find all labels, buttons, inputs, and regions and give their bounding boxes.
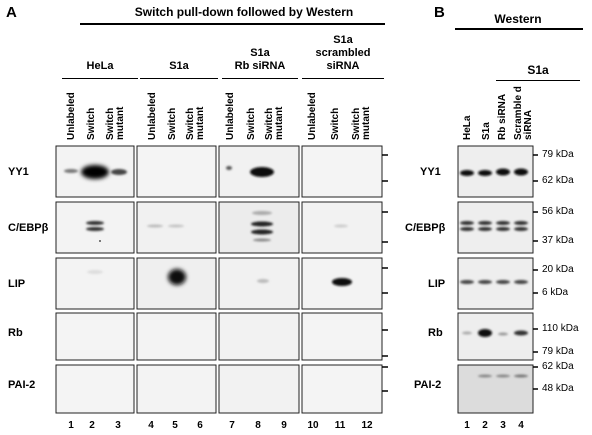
band-cebp-lane2-b (86, 227, 104, 231)
row-label-b-rb: Rb (428, 327, 443, 339)
mw-rb-lower: 79 kDa (542, 346, 574, 357)
group-label-s1a: S1a (169, 60, 189, 72)
group-label-s1a-scrambled-sirna: S1a scrambled siRNA (315, 34, 371, 72)
blot-yy1-s1a-scr (301, 145, 383, 198)
group-rule-hela (62, 78, 138, 79)
row-label-b-pai2: PAI-2 (414, 379, 442, 391)
lane-number-11: 11 (334, 420, 346, 431)
header-b: Western (494, 12, 542, 26)
band-lip-lane5 (168, 269, 186, 285)
header-a: Switch pull-down followed by Western (134, 5, 354, 19)
group-rule-s1a-rb-sirna (222, 78, 298, 79)
group-label-b-s1a: S1a (527, 63, 549, 77)
lane-number-b-4: 4 (518, 420, 524, 431)
lane-number-5: 5 (172, 420, 178, 431)
mw-rb-upper: 110 kDa (542, 323, 579, 334)
group-rule-s1a-scrambled-sirna (302, 78, 384, 79)
blot-row-yy1 (55, 145, 383, 198)
band-cebp-lane8-a (251, 221, 273, 227)
row-label-rb: Rb (8, 327, 23, 339)
band-cebp-lane2-a (86, 221, 104, 225)
lane-number-12: 12 (361, 420, 373, 431)
mw-lip-upper: 20 kDa (542, 264, 574, 275)
lane-number-b-3: 3 (500, 420, 506, 431)
lane-number-2: 2 (89, 420, 95, 431)
spot-yy1-lane7 (226, 166, 232, 170)
panel-letter-b: B (434, 4, 445, 21)
band-cebp-lane8-b (251, 229, 273, 235)
lane-number-10: 10 (307, 420, 319, 431)
mw-pai2-lower: 48 kDa (542, 383, 574, 394)
row-label-cebpb: C/EBPβ (8, 222, 49, 234)
mw-yy1-lower: 62 kDa (542, 175, 574, 186)
lane-number-b-2: 2 (482, 420, 488, 431)
blot-yy1-s1a (136, 145, 217, 198)
lane-number-9: 9 (281, 420, 287, 431)
row-label-b-yy1: YY1 (420, 166, 441, 178)
blot-row-cebpb (55, 201, 383, 254)
lane-number-3: 3 (115, 420, 121, 431)
band-yy1-lane3 (111, 169, 127, 175)
band-lip-lane11 (332, 278, 352, 286)
mw-pai2-upper: 62 kDa (542, 361, 574, 372)
row-label-b-cebpb: C/EBPβ (405, 222, 446, 234)
blot-row-rb (55, 312, 383, 361)
band-yy1-lane1 (64, 169, 78, 173)
ticks-b (533, 154, 538, 390)
group-label-s1a-rb-sirna: S1a Rb siRNA (234, 47, 286, 72)
mw-lip-lower: 6 kDa (542, 287, 569, 298)
row-label-yy1: YY1 (8, 166, 29, 178)
lane-number-6: 6 (197, 420, 203, 431)
row-label-lip: LIP (8, 278, 26, 290)
lane-number-b-1: 1 (464, 420, 470, 431)
band-yy1-lane2 (81, 165, 109, 179)
blot-row-lip (55, 257, 383, 310)
mw-cebp-upper: 56 kDa (542, 206, 574, 217)
blot-b (457, 145, 534, 414)
band-yy1-lane8 (250, 167, 274, 177)
lane-number-4: 4 (148, 420, 154, 431)
mw-yy1-upper: 79 kDa (542, 149, 574, 160)
ticks-a (382, 154, 388, 392)
row-label-b-lip: LIP (428, 278, 446, 290)
mw-cebp-lower: 37 kDa (542, 235, 574, 246)
group-rule-s1a (140, 78, 218, 79)
lane-number-7: 7 (229, 420, 235, 431)
panel-letter-a: A (6, 4, 17, 21)
lane-number-1: 1 (68, 420, 74, 431)
header-b-rule (455, 28, 583, 30)
header-a-rule (80, 23, 385, 25)
lane-number-8: 8 (255, 420, 261, 431)
group-rule-b-s1a (496, 80, 580, 81)
blot-row-pai2 (55, 364, 383, 414)
group-label-hela: HeLa (86, 60, 114, 72)
row-label-pai2: PAI-2 (8, 379, 36, 391)
